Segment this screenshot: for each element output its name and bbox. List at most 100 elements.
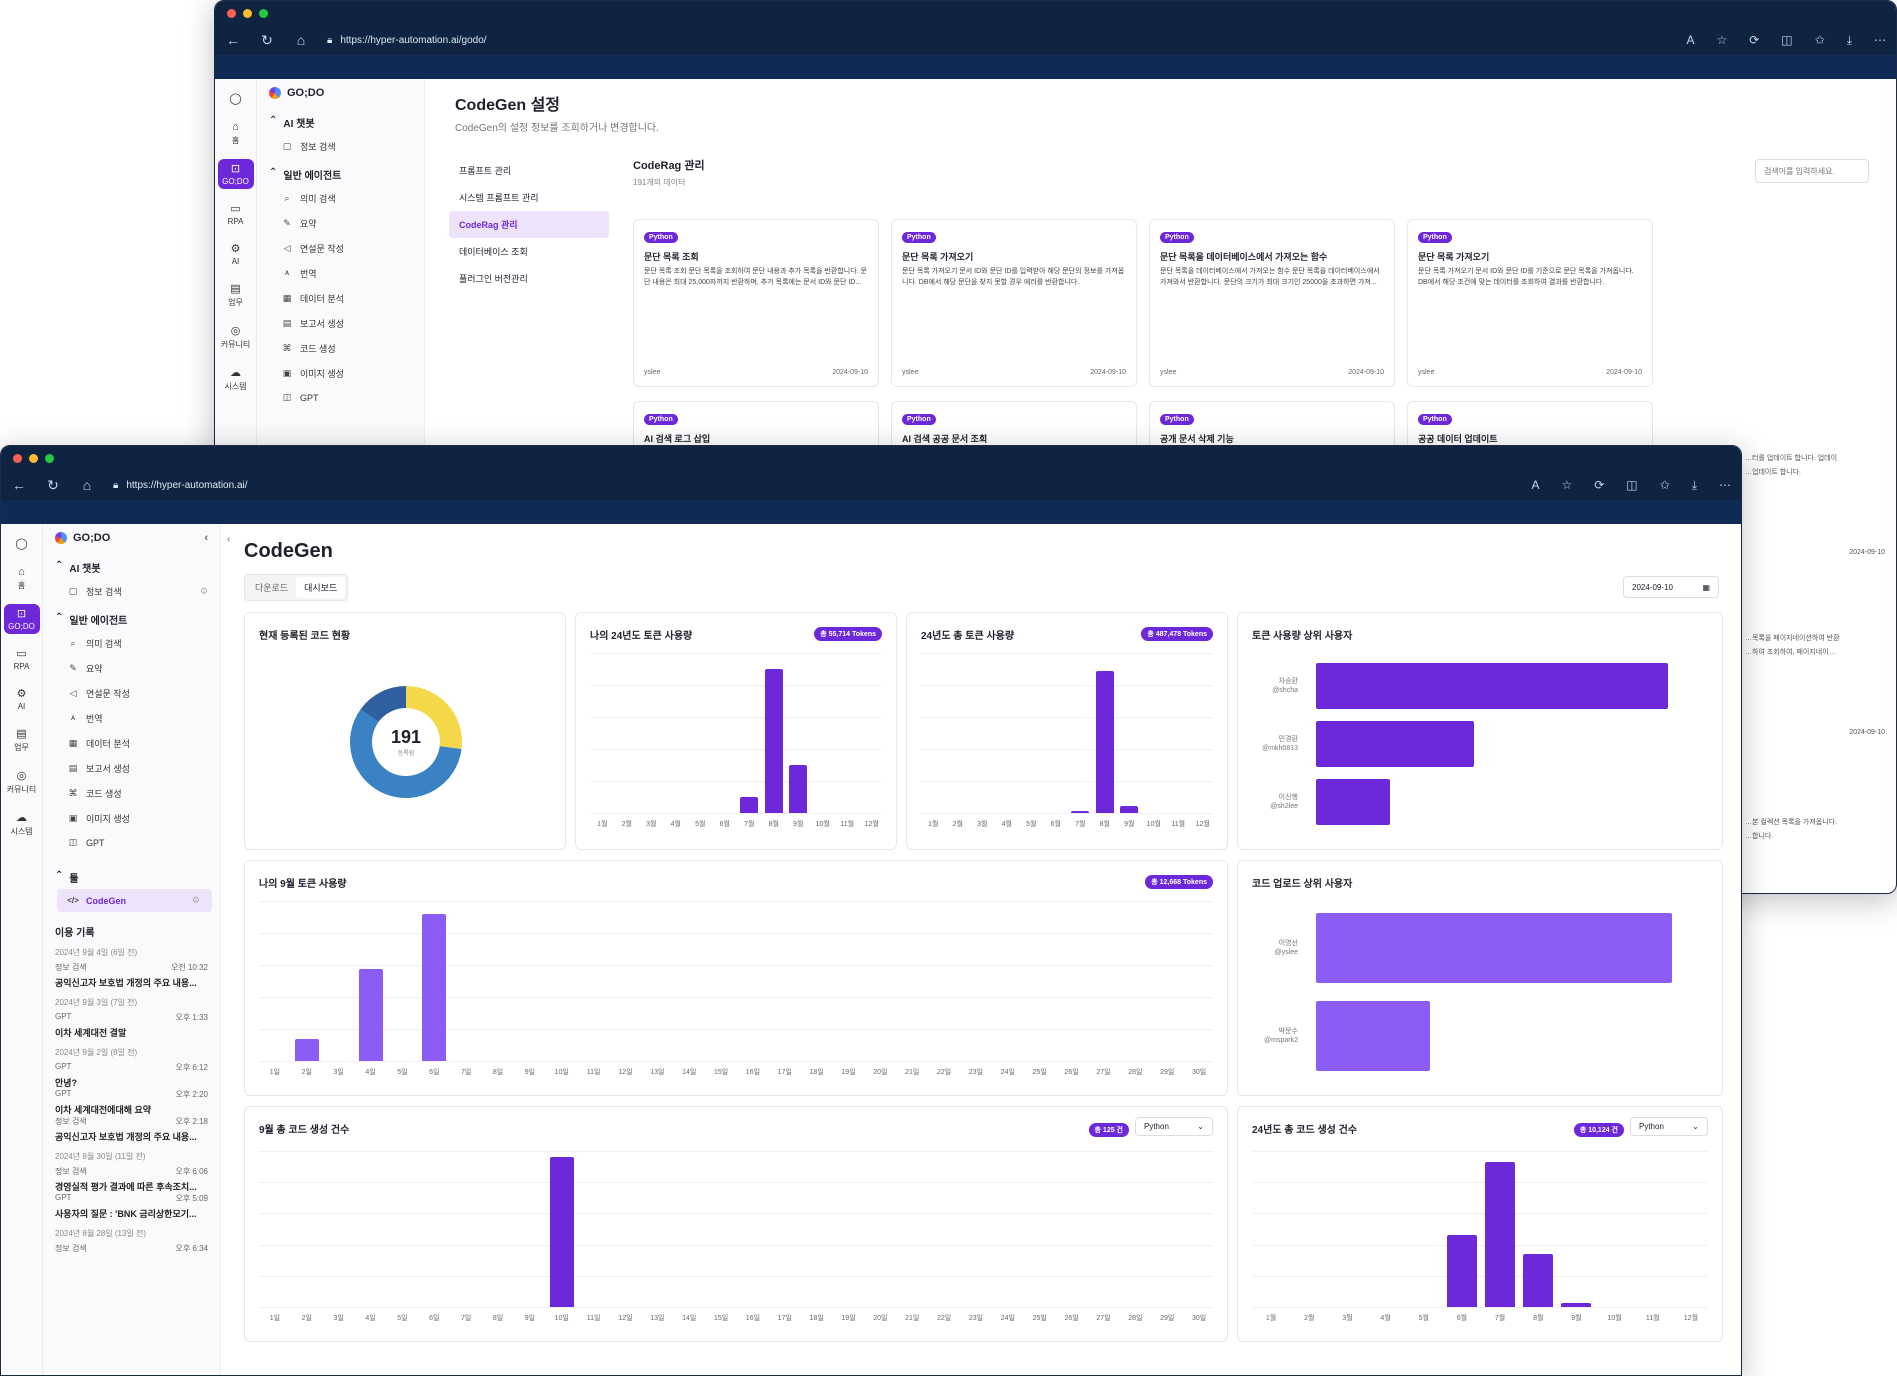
sidebar-item[interactable]: ◁ 연설문 작성: [283, 243, 344, 254]
rail-rpa[interactable]: ▭ RPA: [227, 203, 244, 226]
home-icon[interactable]: ⌂: [82, 477, 92, 493]
menu-item[interactable]: 시스템 프롬프트 관리: [459, 193, 539, 203]
favorites-icon[interactable]: ✩: [1814, 32, 1825, 47]
rail-home[interactable]: ⌂ 홈: [231, 121, 240, 145]
section-agent[interactable]: ⌃ 일반 에이전트: [55, 612, 128, 627]
coderag-card[interactable]: Python 문단 목록을 데이터베이스에서 가져오는 함수 문단 목록을 데이터베…: [1149, 219, 1395, 387]
bar[interactable]: [1316, 663, 1668, 709]
sidebar-item[interactable]: ᴬ 번역: [43, 706, 220, 731]
bar[interactable]: [549, 1157, 574, 1307]
split-icon[interactable]: ◫: [1626, 477, 1638, 492]
tab-download[interactable]: 다운로드: [255, 583, 289, 593]
profile-icon[interactable]: ◯: [229, 93, 242, 105]
collapse-sidebar-icon[interactable]: ‹: [204, 532, 208, 544]
bar[interactable]: [1523, 1254, 1554, 1307]
section-tools[interactable]: ⌃ 툴: [55, 870, 79, 885]
history-item[interactable]: 이차 세계대전 결말: [55, 1028, 127, 1038]
home-icon[interactable]: ⌂: [296, 32, 306, 48]
bar[interactable]: [1446, 1234, 1477, 1307]
sidebar-item[interactable]: ◁ 연설문 작성: [43, 681, 220, 706]
menu-item[interactable]: 프롬프트 관리: [459, 166, 512, 176]
sidebar-item[interactable]: ⌕ 의미 검색: [43, 631, 220, 656]
sidebar-item[interactable]: ▤ 보고서 생성: [282, 318, 344, 329]
sidebar-item-info-search[interactable]: ▢ 정보 검색: [282, 141, 336, 152]
tab-dashboard[interactable]: 대시보드: [296, 577, 346, 598]
section-chatbot[interactable]: ⌃ AI 챗봇: [269, 115, 315, 130]
history-item[interactable]: 공익신고자 보호법 개정의 주요 내용...: [55, 1132, 197, 1142]
date-picker[interactable]: 2024-09-10 ▦: [1623, 576, 1719, 598]
rail-work[interactable]: ▤ 업무: [228, 283, 243, 307]
language-select[interactable]: Python ⌄: [1630, 1117, 1708, 1136]
minimize-dot[interactable]: [29, 453, 38, 463]
history-item[interactable]: 이차 세계대전에대해 요약: [55, 1105, 152, 1115]
rail-ai[interactable]: ⚙ AI: [230, 243, 241, 266]
url-text[interactable]: https://hyper-automation.ai/: [126, 479, 248, 491]
bar[interactable]: [1316, 1001, 1430, 1071]
rail-work[interactable]: ▤ 업무: [14, 728, 29, 752]
bar[interactable]: [1071, 810, 1090, 813]
rail-community[interactable]: ◎ 커뮤니티: [6, 770, 37, 794]
history-item[interactable]: 경영실적 평가 결과에 따른 후속조치...: [55, 1182, 197, 1192]
back-icon[interactable]: ←: [12, 477, 26, 493]
close-dot[interactable]: [227, 8, 236, 18]
minimize-dot[interactable]: [243, 8, 252, 18]
rail-system[interactable]: ☁ 시스템: [10, 812, 33, 836]
download-icon[interactable]: ⤓: [1846, 32, 1852, 47]
rail-rpa[interactable]: ▭ RPA: [13, 648, 30, 671]
sidebar-item[interactable]: ▤ 보고서 생성: [43, 756, 220, 781]
bar[interactable]: [1316, 721, 1475, 767]
bar[interactable]: [1485, 1162, 1516, 1307]
sidebar-item-codegen[interactable]: </> CodeGen ⚙: [57, 889, 212, 912]
language-select[interactable]: Python ⌄: [1135, 1117, 1213, 1136]
donut-slice[interactable]: [350, 709, 462, 798]
bar[interactable]: [1095, 670, 1114, 813]
back-icon[interactable]: ←: [226, 32, 240, 48]
sidebar-item[interactable]: ⌘ 코드 생성: [43, 781, 220, 806]
coderag-card[interactable]: Python 문단 목록 조회 문단 목록 조회 문단 목록을 조회하여 문단 내용…: [633, 219, 879, 387]
favorite-icon[interactable]: ☆: [1561, 477, 1573, 492]
history-item[interactable]: 안녕?: [55, 1078, 78, 1088]
menu-item-active[interactable]: CodeRag 관리: [449, 211, 609, 238]
coderag-card[interactable]: Python 문단 목록 가져오기 문단 목록 가져오기 문서 ID와 문단 ID를…: [891, 219, 1137, 387]
sidebar-item[interactable]: ▣ 이미지 생성: [282, 368, 344, 379]
section-agent[interactable]: ⌃ 일반 에이전트: [269, 167, 342, 182]
donut-slice[interactable]: [360, 686, 406, 723]
search-input[interactable]: [1755, 159, 1869, 183]
section-chatbot[interactable]: ⌃ AI 챗봇: [55, 560, 101, 575]
sidebar-item[interactable]: ▦ 데이터 분석: [282, 293, 344, 304]
bar[interactable]: [1316, 779, 1390, 825]
rail-godo[interactable]: ⊡ GO;DO: [217, 159, 254, 189]
sidebar-item[interactable]: ◫ GPT: [282, 392, 319, 403]
sidebar-item-info-search[interactable]: ▢ 정보 검색 ⚙: [68, 586, 208, 597]
rail-home[interactable]: ⌂ 홈: [17, 566, 26, 590]
split-icon[interactable]: ◫: [1781, 32, 1793, 47]
bar[interactable]: [740, 797, 759, 813]
bar[interactable]: [1120, 806, 1139, 813]
extensions-icon[interactable]: ⟳: [1594, 477, 1605, 492]
extensions-icon[interactable]: ⟳: [1749, 32, 1760, 47]
sidebar-item[interactable]: ▦ 데이터 분석: [43, 731, 220, 756]
menu-item[interactable]: 플러그인 버전관리: [459, 274, 528, 284]
refresh-icon[interactable]: ↻: [47, 476, 59, 493]
bar[interactable]: [1316, 913, 1672, 983]
sidebar-item[interactable]: ✎ 요약: [283, 218, 317, 229]
sidebar-item[interactable]: ▣ 이미지 생성: [43, 806, 220, 831]
gear-icon[interactable]: ⚙: [199, 586, 208, 596]
close-dot[interactable]: [13, 453, 22, 463]
gear-icon[interactable]: ⚙: [191, 895, 200, 905]
download-icon[interactable]: ⤓: [1691, 477, 1697, 492]
sidebar-item[interactable]: ⌕ 의미 검색: [284, 193, 336, 204]
bar[interactable]: [789, 765, 808, 813]
history-item[interactable]: 공익신고자 보호법 개정의 주요 내용...: [55, 978, 197, 988]
url-text[interactable]: https://hyper-automation.ai/godo/: [340, 34, 487, 46]
profile-icon[interactable]: ◯: [15, 538, 28, 550]
read-aloud-icon[interactable]: A: [1531, 477, 1540, 492]
bar[interactable]: [1561, 1303, 1592, 1307]
history-item[interactable]: 사용자의 질문 : 'BNK 금리상한모기...: [55, 1209, 197, 1219]
bar[interactable]: [358, 969, 383, 1061]
read-aloud-icon[interactable]: A: [1686, 32, 1695, 47]
more-icon[interactable]: ⋯: [1874, 32, 1886, 47]
menu-item[interactable]: 데이터베이스 조회: [459, 247, 528, 257]
rail-system[interactable]: ☁ 시스템: [224, 367, 247, 391]
maximize-dot[interactable]: [45, 453, 54, 463]
